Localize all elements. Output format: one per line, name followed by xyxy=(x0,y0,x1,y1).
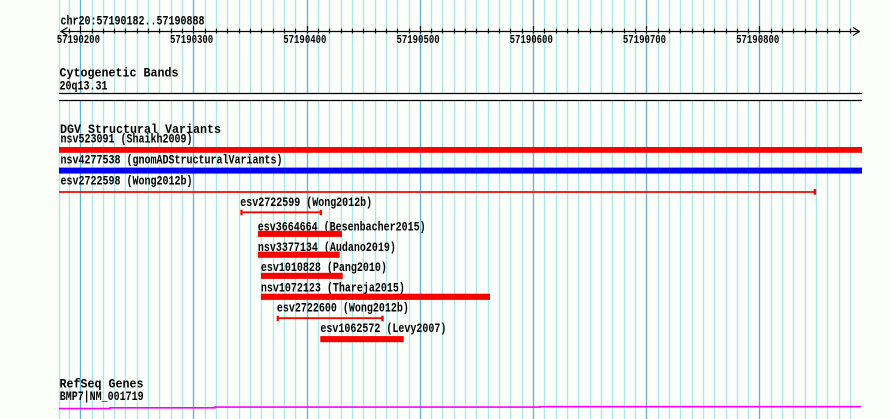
svg-text:nsv4277538 (gnomADStructuralVa: nsv4277538 (gnomADStructuralVariants) xyxy=(61,153,283,167)
svg-text:57190300: 57190300 xyxy=(170,33,213,47)
svg-text:nsv3377134 (Audano2019): nsv3377134 (Audano2019) xyxy=(258,241,396,255)
svg-text:esv1062572 (Levy2007): esv1062572 (Levy2007) xyxy=(320,322,446,336)
svg-text:Cytogenetic Bands: Cytogenetic Bands xyxy=(60,67,179,81)
svg-text:57190400: 57190400 xyxy=(283,33,326,47)
svg-text:esv1010828 (Pang2010): esv1010828 (Pang2010) xyxy=(261,261,387,275)
svg-text:chr20:57190182..57190888: chr20:57190182..57190888 xyxy=(61,14,205,28)
svg-text:57190200: 57190200 xyxy=(57,33,100,47)
svg-text:DGV Structural Variants: DGV Structural Variants xyxy=(60,123,221,137)
svg-text:BMP7|NM_001719: BMP7|NM_001719 xyxy=(60,390,144,404)
svg-text:57190500: 57190500 xyxy=(396,33,439,47)
svg-text:20q13.31: 20q13.31 xyxy=(60,79,108,93)
svg-text:57190800: 57190800 xyxy=(736,33,779,47)
svg-text:esv2722598 (Wong2012b): esv2722598 (Wong2012b) xyxy=(61,175,193,189)
svg-text:RefSeq Genes: RefSeq Genes xyxy=(60,378,144,392)
svg-text:57190700: 57190700 xyxy=(623,33,666,47)
svg-text:nsv1072123 (Thareja2015): nsv1072123 (Thareja2015) xyxy=(261,281,405,295)
svg-text:nsv523091 (Shaikh2009): nsv523091 (Shaikh2009) xyxy=(61,133,193,147)
svg-text:esv2722600 (Wong2012b): esv2722600 (Wong2012b) xyxy=(277,302,409,316)
svg-text:57190600: 57190600 xyxy=(510,33,553,47)
svg-text:esv2722599 (Wong2012b): esv2722599 (Wong2012b) xyxy=(240,196,372,210)
